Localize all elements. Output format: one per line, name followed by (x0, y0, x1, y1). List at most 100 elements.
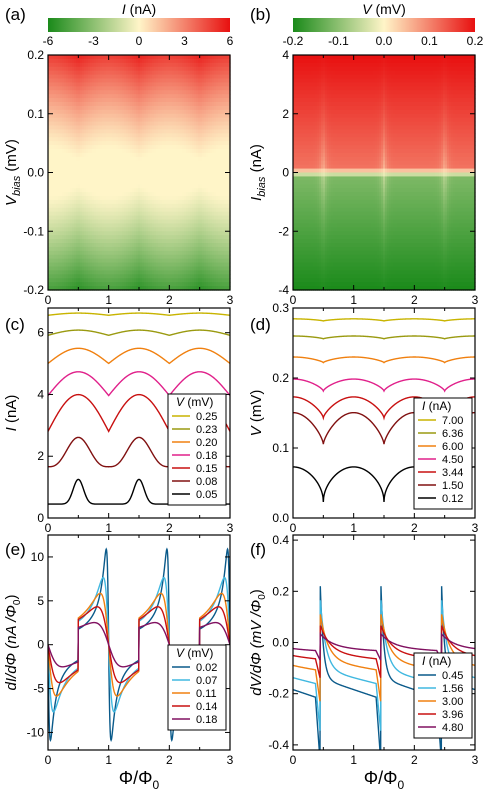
heat-cell (98, 90, 101, 95)
heat-cell (210, 172, 213, 178)
heat-cell (90, 168, 93, 174)
heat-cell (148, 74, 151, 80)
heat-cell (168, 282, 171, 287)
heat-cell (158, 207, 161, 213)
heat-cell (198, 188, 201, 193)
heat-cell (126, 199, 129, 205)
heat-cell (94, 156, 97, 162)
heat-cell (70, 266, 73, 272)
heat-cell (146, 117, 149, 123)
heat-cell (128, 82, 131, 87)
heat-cell (120, 270, 123, 275)
heat-cell (174, 266, 177, 272)
heat-cell (122, 258, 125, 264)
heat-cell (104, 266, 107, 272)
heat-cell (112, 102, 115, 107)
heat-cell (132, 78, 135, 84)
heat-cell (168, 145, 171, 150)
heat-cell (58, 149, 61, 154)
heat-cell (118, 141, 121, 146)
heat-cell (58, 78, 61, 84)
heat-cell (104, 145, 107, 150)
heat-cell (150, 113, 153, 119)
heat-cell (142, 168, 145, 174)
heat-cell (170, 141, 173, 146)
heat-cell (70, 58, 73, 64)
heat-cell (180, 250, 183, 256)
heat-cell (64, 215, 67, 221)
heat-cell (140, 102, 143, 107)
heat-cell (170, 231, 173, 236)
heat-cell (74, 102, 77, 107)
heat-cell (128, 196, 131, 201)
heat-cell (90, 164, 93, 170)
heat-cell (92, 66, 95, 72)
heat-cell (102, 274, 105, 279)
heat-cell (140, 266, 143, 272)
heat-cell (48, 156, 51, 162)
heat-cell (62, 113, 65, 119)
heat-cell (48, 117, 51, 123)
heat-cell (178, 121, 181, 127)
heat-cell (194, 145, 197, 150)
heat-cell (144, 203, 147, 209)
heat-cell (74, 274, 77, 279)
heat-cell (120, 55, 123, 60)
heat-cell (66, 58, 69, 64)
heat-cell (170, 270, 173, 275)
heat-cell (52, 105, 55, 111)
heat-cell (172, 149, 175, 154)
colorbar-tick-label: -6 (43, 34, 54, 48)
heat-cell (108, 168, 111, 174)
heat-cell (78, 250, 81, 256)
heat-cell (100, 254, 103, 260)
heat-cell (208, 82, 211, 87)
heat-cell (126, 149, 129, 154)
heat-cell (182, 78, 185, 84)
heat-cell (144, 129, 147, 134)
heat-cell (212, 227, 215, 232)
heat-cell (152, 78, 155, 84)
heat-cell (58, 211, 61, 217)
heat-cell (124, 55, 127, 60)
heat-cell (166, 246, 169, 252)
heat-cell (86, 243, 89, 248)
heat-cell (88, 160, 91, 166)
heat-cell (160, 58, 163, 64)
heat-cell (92, 207, 95, 213)
heat-cell (204, 94, 207, 99)
heat-cell (194, 82, 197, 87)
heat-cell (60, 188, 63, 193)
heat-cell (100, 66, 103, 72)
heat-cell (54, 274, 57, 279)
heat-cell (124, 86, 127, 91)
heat-cell (120, 160, 123, 166)
heat-cell (188, 262, 191, 268)
heat-cell (136, 188, 139, 193)
panel-label-a: (a) (5, 5, 26, 24)
heat-cell (122, 164, 125, 170)
heat-cell (146, 243, 149, 248)
heat-cell (144, 109, 147, 115)
heat-cell (84, 121, 87, 127)
heat-cell (98, 282, 101, 287)
heat-cell (108, 199, 111, 205)
heat-cell (184, 286, 187, 291)
heat-cell (158, 90, 161, 95)
heat-cell (68, 180, 71, 185)
heat-cell (154, 129, 157, 134)
heat-cell (202, 215, 205, 221)
heat-cell (208, 125, 211, 131)
heat-cell (106, 105, 109, 111)
heat-cell (132, 137, 135, 142)
heat-cell (124, 98, 127, 103)
heat-cell (116, 196, 119, 201)
heat-cell (196, 243, 199, 248)
heat-cell (116, 239, 119, 244)
heat-cell (134, 58, 137, 64)
heat-cell (186, 113, 189, 119)
heat-cell (184, 278, 187, 283)
heat-cell (48, 203, 51, 209)
heat-cell (64, 109, 67, 115)
heat-cell (60, 90, 63, 95)
